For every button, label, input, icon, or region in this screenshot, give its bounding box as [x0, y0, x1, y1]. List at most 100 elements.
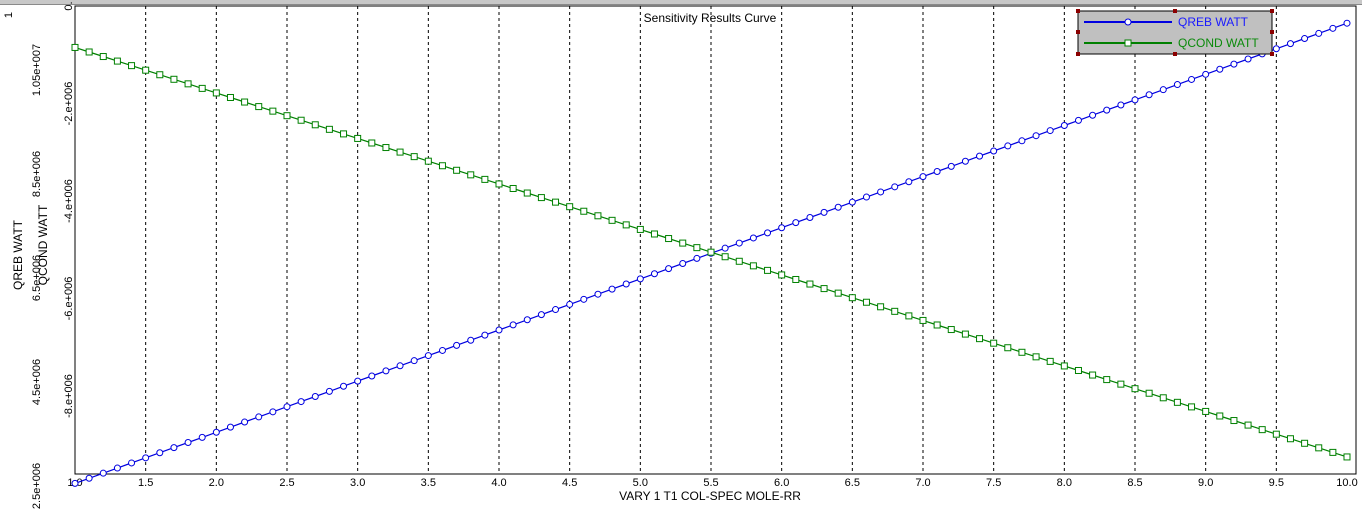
- data-point-qreb: [1202, 70, 1210, 78]
- data-point-qreb: [636, 275, 644, 283]
- x-tick-label: 8.5: [1127, 477, 1142, 489]
- data-point-qcond: [142, 66, 150, 74]
- data-point-qreb: [396, 362, 404, 370]
- data-point-qreb: [85, 474, 93, 482]
- data-point-qreb: [325, 387, 333, 395]
- data-point-qcond: [566, 203, 574, 211]
- y2-tick-label: -4.e+006: [63, 179, 75, 223]
- x-tick-label: 5.0: [633, 477, 648, 489]
- grid-lines: [145, 6, 1277, 474]
- data-point-qreb: [1103, 106, 1111, 114]
- data-point-qreb: [269, 408, 277, 416]
- data-point-qreb: [566, 300, 574, 308]
- data-point-qreb: [679, 260, 687, 268]
- data-point-qcond: [241, 98, 249, 106]
- data-point-qreb: [453, 341, 461, 349]
- data-point-qcond: [1244, 421, 1252, 429]
- data-point-qreb: [552, 306, 560, 314]
- data-point-qcond: [877, 303, 885, 311]
- x-tick-label: 3.0: [350, 477, 365, 489]
- data-point-qcond: [1117, 380, 1125, 388]
- data-point-qcond: [1131, 385, 1139, 393]
- data-point-qreb: [792, 219, 800, 227]
- data-point-qcond: [438, 162, 446, 170]
- data-point-qcond: [113, 57, 121, 65]
- data-point-qreb: [905, 178, 913, 186]
- data-point-qcond: [919, 316, 927, 324]
- data-point-qreb: [608, 285, 616, 293]
- data-point-qcond: [1159, 394, 1167, 402]
- x-tick-label: 4.0: [491, 477, 506, 489]
- data-point-qcond: [1145, 389, 1153, 397]
- data-point-qcond: [85, 48, 93, 56]
- x-tick-label: 9.0: [1198, 477, 1213, 489]
- y1-tick-label: 6.5e+006: [31, 255, 43, 301]
- legend-handle[interactable]: [1173, 52, 1177, 56]
- data-point-qcond: [990, 339, 998, 347]
- legend-handle[interactable]: [1076, 52, 1080, 56]
- legend-label-qreb: QREB WATT: [1178, 15, 1249, 29]
- data-point-qreb: [1060, 121, 1068, 129]
- data-point-qcond: [721, 253, 729, 261]
- data-point-qcond: [198, 84, 206, 92]
- legend[interactable]: QREB WATT QCOND WATT: [1076, 9, 1274, 56]
- data-point-qreb: [834, 203, 842, 211]
- data-point-qreb: [778, 224, 786, 232]
- data-point-qcond: [382, 144, 390, 152]
- data-point-qcond: [396, 148, 404, 156]
- data-point-qreb: [961, 157, 969, 165]
- data-point-qcond: [552, 198, 560, 206]
- data-point-qreb: [170, 444, 178, 452]
- data-point-qcond: [749, 262, 757, 270]
- legend-handle[interactable]: [1270, 9, 1274, 13]
- data-point-qcond: [594, 212, 602, 220]
- data-point-qreb: [283, 403, 291, 411]
- data-point-qcond: [622, 221, 630, 229]
- legend-handle[interactable]: [1173, 9, 1177, 13]
- data-point-qreb: [481, 331, 489, 339]
- data-point-qcond: [1173, 398, 1181, 406]
- data-point-qreb: [1018, 137, 1026, 145]
- data-point-qcond: [184, 80, 192, 88]
- data-point-qcond: [976, 335, 984, 343]
- x-tick-label: 7.0: [915, 477, 930, 489]
- x-tick-label: 10.0: [1336, 477, 1357, 489]
- data-point-qcond: [269, 107, 277, 115]
- data-point-qcond: [608, 216, 616, 224]
- data-point-qreb: [1117, 101, 1125, 109]
- legend-label-qcond: QCOND WATT: [1178, 36, 1259, 50]
- data-point-qreb: [1074, 116, 1082, 124]
- x-tick-labels: 1.01.52.02.53.03.54.04.55.05.56.06.57.07…: [67, 477, 1357, 489]
- data-point-qcond: [156, 71, 164, 79]
- data-point-qreb: [1343, 19, 1351, 27]
- data-point-qcond: [297, 116, 305, 124]
- legend-handle[interactable]: [1076, 9, 1080, 13]
- data-point-qcond: [509, 184, 517, 192]
- data-point-qcond: [1004, 344, 1012, 352]
- data-point-qreb: [1230, 60, 1238, 68]
- data-point-qcond: [693, 244, 701, 252]
- data-point-qreb: [1286, 40, 1294, 48]
- data-point-qcond: [862, 298, 870, 306]
- legend-handle[interactable]: [1076, 30, 1080, 34]
- x-tick-label: 6.0: [774, 477, 789, 489]
- data-point-qreb: [622, 280, 630, 288]
- legend-handle[interactable]: [1270, 30, 1274, 34]
- data-point-qcond: [679, 239, 687, 247]
- data-point-qreb: [877, 188, 885, 196]
- data-point-qreb: [650, 270, 658, 278]
- data-point-qcond: [1230, 417, 1238, 425]
- data-point-qcond: [1258, 426, 1266, 434]
- legend-handle[interactable]: [1270, 52, 1274, 56]
- data-point-qreb: [467, 336, 475, 344]
- y1-axis-title: QREB WATT: [11, 219, 25, 290]
- data-point-qcond: [947, 326, 955, 334]
- data-point-qcond: [325, 125, 333, 133]
- data-point-qreb: [410, 357, 418, 365]
- data-point-qcond: [537, 194, 545, 202]
- legend-marker-qreb: [1124, 18, 1132, 26]
- data-point-qreb: [1004, 142, 1012, 150]
- data-point-qreb: [424, 352, 432, 360]
- x-tick-label: 8.0: [1057, 477, 1072, 489]
- data-point-qreb: [947, 162, 955, 170]
